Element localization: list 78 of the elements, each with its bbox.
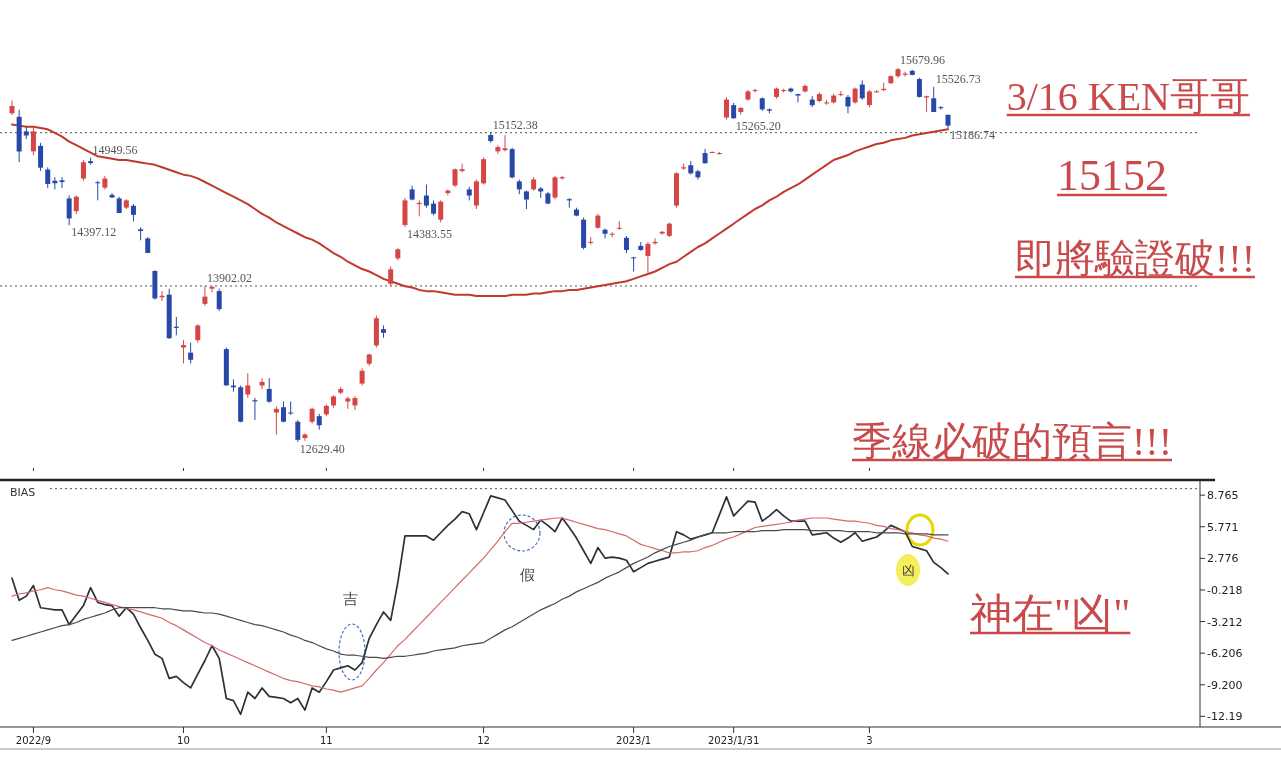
annotation: 13902.02 xyxy=(206,270,252,285)
x-tick-label: 2023/1/31 xyxy=(708,735,760,746)
y-tick-label: 2.776 xyxy=(1207,552,1239,566)
candlestick xyxy=(80,159,86,182)
candlestick xyxy=(45,166,51,189)
annotation: 吉 xyxy=(342,591,358,607)
annotation: 14383.55 xyxy=(406,226,452,241)
candlestick xyxy=(388,266,394,287)
candlestick xyxy=(438,199,444,223)
x-tick-label: 11 xyxy=(320,735,333,746)
candlestick xyxy=(245,372,251,399)
candlestick xyxy=(180,339,186,364)
annotation: 14949.56 xyxy=(92,142,138,157)
text: 3/16 KEN哥哥 xyxy=(1006,74,1250,119)
candlestick xyxy=(874,89,880,94)
candlestick xyxy=(30,126,36,156)
candlestick xyxy=(423,183,429,209)
x-tick-label: 2023/1 xyxy=(616,735,652,746)
candlestick xyxy=(209,285,215,293)
candlestick xyxy=(495,144,501,155)
y-tick-label: -12.19 xyxy=(1207,710,1243,724)
candlestick xyxy=(95,180,101,201)
candlestick xyxy=(502,134,508,152)
candlestick xyxy=(931,86,937,113)
annotation: 14397.12 xyxy=(71,225,117,240)
candlestick xyxy=(631,256,637,273)
y-tick-label: -6.206 xyxy=(1207,647,1243,661)
y-tick-label: -3.212 xyxy=(1207,615,1243,629)
candlestick xyxy=(795,93,801,103)
candlestick xyxy=(188,342,194,364)
candlestick xyxy=(724,96,729,120)
candlestick xyxy=(352,395,358,411)
candlestick xyxy=(552,175,558,200)
y-tick-label: -9.200 xyxy=(1207,678,1243,692)
line-series xyxy=(11,529,949,659)
annotation: 15526.73 xyxy=(935,71,981,86)
candlestick xyxy=(195,323,201,344)
candlestick xyxy=(602,228,608,239)
candlestick xyxy=(9,99,15,116)
candlestick xyxy=(859,79,865,101)
x-tick-label: 3 xyxy=(866,735,873,746)
text: 即將驗證破!!! xyxy=(1015,236,1255,281)
annotation: 15186.74 xyxy=(950,128,995,143)
candlestick xyxy=(645,241,651,274)
candlestick xyxy=(38,142,44,172)
text: 15679.96 xyxy=(899,53,945,67)
candlestick xyxy=(845,94,851,114)
candlestick xyxy=(588,236,594,246)
candlestick xyxy=(216,288,222,312)
line-series xyxy=(11,494,949,716)
line-series xyxy=(11,517,949,693)
text: 15152 xyxy=(1057,151,1167,200)
candlestick xyxy=(73,195,79,215)
annotation: 假 xyxy=(519,567,535,583)
x-tick-label: 12 xyxy=(477,735,490,746)
x-tick-label: 10 xyxy=(177,735,190,746)
y-tick-label: -0.218 xyxy=(1207,583,1243,597)
candlestick xyxy=(938,105,944,111)
annotation: 季線必破的預言!!! xyxy=(852,419,1172,464)
candlestick xyxy=(59,176,65,189)
x-tick-label: 2022/9 xyxy=(15,735,52,746)
annotation: 凶 xyxy=(901,563,915,578)
candlestick xyxy=(273,405,279,436)
annotation: 15265.20 xyxy=(735,118,781,133)
candlestick xyxy=(266,377,272,404)
candlestick xyxy=(202,285,208,307)
candlestick xyxy=(459,163,465,173)
text: 神在"凶" xyxy=(970,591,1131,637)
candlestick xyxy=(295,419,301,443)
annotation: 12629.40 xyxy=(299,442,345,456)
candlestick xyxy=(752,88,758,94)
text: BIAS xyxy=(10,486,36,499)
y-tick-label: 8.765 xyxy=(1207,489,1239,503)
annotation: 15152.38 xyxy=(492,117,538,132)
y-tick-label: 5.771 xyxy=(1207,520,1239,534)
candlestick xyxy=(66,195,72,226)
candlestick xyxy=(288,400,294,416)
candlestick xyxy=(259,377,265,390)
